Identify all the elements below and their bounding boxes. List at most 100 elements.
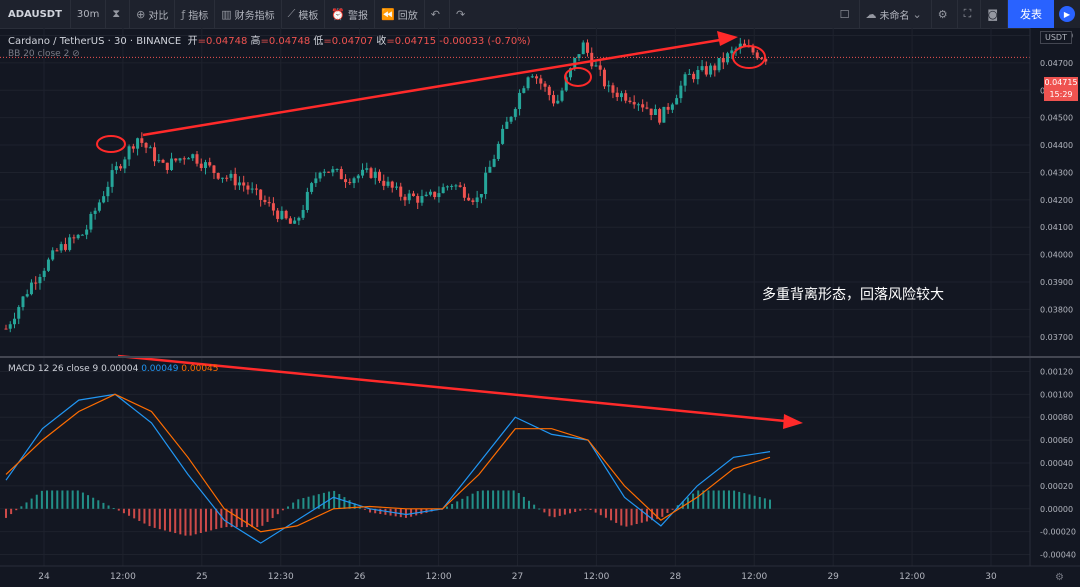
chart-canvas[interactable]: 0.048000.047000.046000.045000.044000.043…	[0, 28, 1080, 587]
legend-open: =0.04748	[197, 36, 248, 47]
candle-body	[662, 106, 666, 123]
macd-histogram-bar	[615, 508, 618, 523]
redo-icon: ↷	[455, 7, 466, 21]
arrow-head-upper	[717, 31, 738, 46]
redo-button[interactable]: ↷	[450, 0, 474, 28]
candle-body	[182, 158, 186, 160]
candle-body	[743, 43, 747, 47]
symbol-button[interactable]: ADAUSDT	[0, 0, 71, 28]
settings-button[interactable]: ⚙	[932, 0, 958, 28]
time-tick-label: 12:00	[583, 572, 609, 582]
candle-body	[738, 43, 742, 49]
snapshot-button[interactable]: ◙	[981, 0, 1008, 28]
top-toolbar: ADAUSDT 30m ⧗ ⊕ 对比 ƒ 指标 ▥ 财务指标 ⟋ 模板 ⏰ 警报 ⏪ 回放 …	[0, 0, 1080, 29]
candle-body	[416, 196, 420, 203]
alarm-icon: ⏰	[331, 7, 346, 21]
macd-histogram-bar	[625, 508, 628, 527]
candle-body	[619, 93, 623, 98]
indicators-button[interactable]: ƒ 指标	[175, 0, 216, 28]
templates-button[interactable]: ⟋ 模板	[282, 0, 326, 28]
candle-body	[649, 108, 653, 116]
layout-button[interactable]: ☐	[834, 0, 860, 28]
macd-histogram-bar	[492, 490, 495, 509]
macd-histogram-bar	[122, 508, 125, 514]
bb-legend[interactable]: BB 20 close 2 ⊘	[8, 49, 80, 59]
compare-button[interactable]: ⊕ 对比	[130, 0, 176, 28]
fullscreen-button[interactable]: ⛶	[958, 0, 982, 28]
chart-style-button[interactable]: ⧗	[106, 0, 131, 28]
candle-body	[407, 193, 411, 201]
currency-label[interactable]: USDT	[1040, 31, 1072, 44]
candle-body	[310, 183, 314, 192]
rewind-icon: ⏪	[381, 7, 395, 21]
candle-body	[428, 191, 432, 195]
candle-body	[114, 166, 118, 171]
candle-body	[280, 210, 284, 219]
candle-body	[271, 203, 275, 211]
candle-body	[730, 50, 734, 54]
candle-body	[594, 65, 598, 67]
macd-histogram-bar	[281, 508, 284, 511]
macd-histogram-bar	[538, 508, 541, 510]
candle-body	[25, 294, 29, 297]
candle-body	[760, 58, 764, 60]
candle-body	[93, 210, 97, 214]
save-layout-button[interactable]: ☁ 未命名 ⌄	[860, 0, 932, 28]
interval-button[interactable]: 30m	[71, 0, 107, 28]
macd-histogram-bar	[661, 508, 664, 517]
candle-body	[131, 146, 135, 149]
macd-histogram-bar	[758, 497, 761, 509]
replay-button[interactable]: ⏪ 回放	[375, 0, 425, 28]
candle-body	[293, 220, 297, 224]
macd-histogram-bar	[143, 508, 146, 524]
candle-body	[21, 296, 25, 308]
price-tick-label: 0.04500	[1040, 114, 1073, 123]
candle-body	[501, 128, 505, 144]
candle-body	[85, 229, 89, 235]
legend-low-label: 低	[313, 36, 324, 47]
financials-button[interactable]: ▥ 财务指标	[215, 0, 282, 28]
play-button[interactable]: ▶	[1054, 0, 1080, 28]
candle-body	[68, 237, 72, 250]
macd-histogram-bar	[445, 506, 448, 509]
macd-histogram-bar	[722, 490, 725, 509]
macd-histogram-bar	[451, 503, 454, 509]
macd-series-line	[5, 393, 771, 533]
macd-histogram-bar	[128, 508, 131, 516]
candle-body	[288, 218, 292, 224]
macd-histogram-bar	[158, 508, 161, 530]
undo-icon: ↶	[430, 7, 440, 21]
candle-body	[564, 77, 568, 91]
candle-body	[751, 46, 755, 53]
time-tick-label: 25	[196, 572, 207, 582]
eye-off-icon[interactable]: ⊘	[72, 49, 80, 59]
candle-body	[165, 162, 169, 170]
time-tick-label: 12:30	[268, 572, 294, 582]
candle-body	[581, 42, 585, 55]
highlight-circle	[564, 67, 592, 87]
toolbar-right: ☐ ☁ 未命名 ⌄ ⚙ ⛶ ◙ 发表 ▶	[834, 0, 1080, 28]
macd-histogram-bar	[589, 508, 592, 511]
macd-legend[interactable]: MACD 12 26 close 9 0.00004 0.00049 0.000…	[8, 364, 219, 374]
macd-tick-label: -0.00020	[1040, 528, 1076, 537]
candle-body	[369, 168, 373, 178]
time-axis-gear-icon: ⚙	[1055, 572, 1064, 583]
macd-histogram-bar	[651, 508, 654, 521]
alert-button[interactable]: ⏰ 警报	[325, 0, 376, 28]
macd-histogram-bar	[748, 494, 751, 509]
undo-button[interactable]: ↶	[425, 0, 450, 28]
macd-histogram-bar	[697, 490, 700, 509]
macd-histogram-bar	[302, 498, 305, 509]
macd-histogram-bar	[220, 508, 223, 528]
macd-histogram-bar	[599, 508, 602, 516]
candle-body	[539, 78, 543, 84]
price-tick-label: 0.03800	[1040, 305, 1073, 314]
macd-histogram-bar	[420, 508, 423, 515]
candle-body	[335, 169, 339, 171]
publish-button[interactable]: 发表	[1008, 0, 1054, 28]
candle-body	[666, 106, 670, 110]
candle-body	[505, 121, 509, 129]
time-tick-label: 12:00	[110, 572, 136, 582]
highlight-circle	[96, 135, 126, 153]
macd-histogram-bar	[112, 508, 115, 510]
